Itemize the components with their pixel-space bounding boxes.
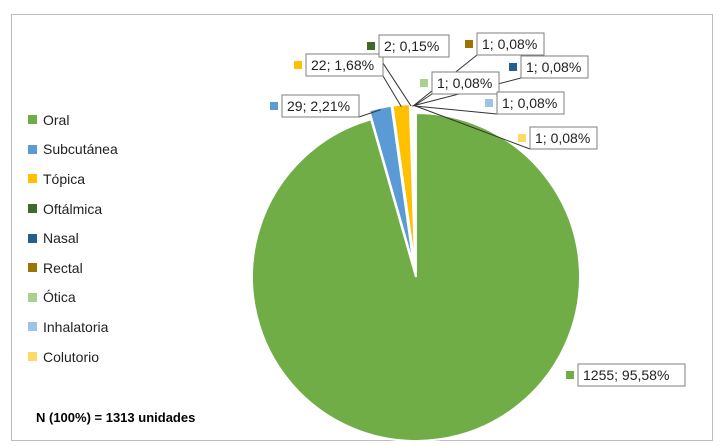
legend-swatch: [28, 174, 37, 184]
data-label-box: [577, 363, 686, 387]
data-label-box: [476, 32, 545, 56]
leader-line-subcutanea: [358, 109, 381, 118]
legend-label: Ótica: [43, 289, 76, 306]
pie-slice-oral: [250, 111, 581, 442]
legend-swatch: [28, 204, 37, 214]
legend-label: Rectal: [43, 259, 83, 276]
legend-swatch: [28, 144, 37, 154]
data-label-oftalmica: 2; 0,15%: [384, 38, 439, 54]
legend-label: Oral: [43, 111, 70, 128]
data-label-oral: 1255; 95,58%: [583, 367, 669, 383]
pie-slices: [250, 102, 581, 442]
legend-item-nasal: Nasal: [28, 223, 118, 253]
data-label-box: [520, 55, 589, 79]
data-label-box: [496, 91, 565, 115]
leader-line-colutorio: [415, 105, 531, 150]
data-label-otica: 1; 0,08%: [437, 75, 492, 91]
data-label-box: [529, 126, 598, 150]
leader-line-otica: [413, 93, 433, 107]
legend-item-colutorio: Colutorio: [28, 342, 118, 372]
data-label-box: [378, 34, 450, 58]
data-label-marker: [465, 40, 473, 48]
leader-line-topica: [382, 75, 402, 107]
legend-label: Inhalatoria: [43, 318, 109, 335]
legend-label: Subcutánea: [43, 141, 118, 158]
data-label-box: [281, 94, 360, 118]
data-label-rectal: 1; 0,08%: [482, 36, 537, 52]
data-label-subcutanea: 29; 2,21%: [287, 98, 350, 114]
data-label-box: [305, 53, 384, 77]
pie-slice-subcutanea: [367, 104, 416, 269]
leader-line-oftalmica: [378, 56, 412, 107]
legend-label: Nasal: [43, 230, 79, 247]
legend-swatch: [28, 322, 37, 332]
legend-swatch: [28, 233, 37, 243]
data-label-marker: [485, 99, 493, 107]
data-label-nasal: 1; 0,08%: [526, 59, 581, 75]
data-label-topica: 22; 1,68%: [311, 57, 374, 73]
legend-item-subcutanea: Subcutánea: [28, 135, 118, 165]
data-label-colutorio: 1; 0,08%: [535, 130, 590, 146]
data-labels: 1255; 95,58% 29; 2,21% 22; 1,68% 2; 0,15% 1;…: [270, 32, 686, 387]
data-label-marker: [420, 79, 428, 87]
data-label-marker: [518, 134, 526, 142]
data-label-inhalatoria: 1; 0,08%: [502, 95, 557, 111]
legend: Oral Subcutánea Tópica Oftálmica Nasal Rectal…: [28, 105, 118, 371]
sample-size-note: N (100%) = 1313 unidades: [36, 410, 196, 425]
legend-swatch: [28, 115, 37, 125]
data-label-marker: [367, 42, 375, 50]
data-label-marker: [509, 63, 517, 71]
legend-item-oral: Oral: [28, 105, 118, 135]
legend-item-rectal: Rectal: [28, 253, 118, 283]
data-label-box: [431, 71, 500, 95]
data-label-marker: [566, 371, 574, 379]
data-label-marker: [270, 102, 278, 110]
pie-slice-colutorio: [414, 102, 417, 269]
legend-swatch: [28, 263, 37, 273]
leader-line-inhalatoria: [414, 105, 498, 115]
legend-label: Colutorio: [43, 348, 100, 365]
legend-item-inhalatoria: Inhalatoria: [28, 312, 118, 342]
legend-swatch: [28, 352, 37, 362]
legend-item-otica: Ótica: [28, 283, 118, 313]
legend-item-topica: Tópica: [28, 164, 118, 194]
legend-label: Oftálmica: [43, 200, 103, 217]
data-label-marker: [294, 61, 302, 69]
legend-label: Tópica: [43, 170, 86, 187]
legend-item-oftalmica: Oftálmica: [28, 194, 118, 224]
legend-swatch: [28, 292, 37, 302]
